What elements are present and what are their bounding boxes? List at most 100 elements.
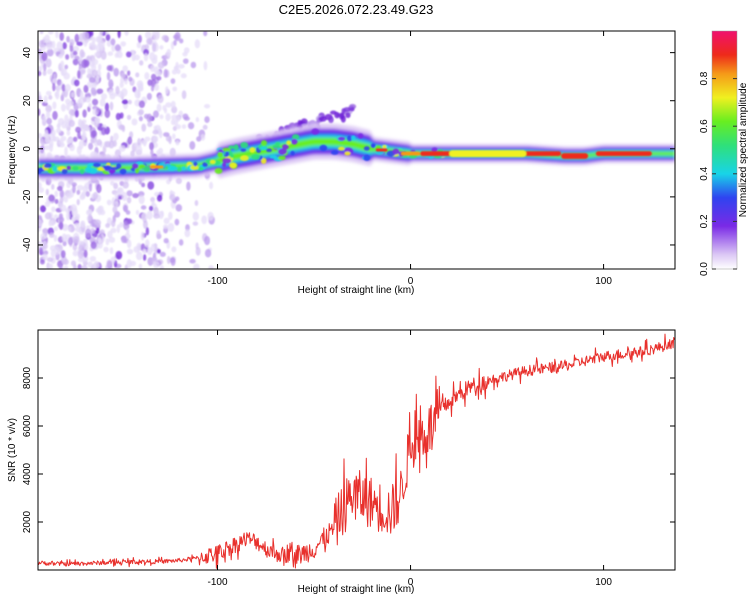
spectrogram-noise-blob: [117, 31, 121, 39]
spectrogram-noise-blob: [183, 116, 190, 121]
spectrogram-noise-blob: [99, 229, 105, 235]
spectrogram-noise-blob: [114, 44, 121, 52]
spectrogram-ridge-blob: [97, 167, 105, 171]
spectrogram-x-tick-label: 100: [595, 276, 612, 287]
spectrogram-ridge-blob: [286, 140, 292, 145]
spectrogram-noise-blob: [111, 43, 116, 53]
spectrogram-noise-blob: [127, 136, 133, 145]
spectrogram-ridge-blob: [382, 144, 387, 149]
spectrogram-noise-blob: [65, 54, 70, 60]
spectrogram-branch-blob: [345, 112, 351, 119]
spectrogram-noise-blob: [153, 54, 158, 61]
spectrogram-noise-blob: [99, 31, 104, 34]
spectrogram-noise-blob: [56, 79, 62, 86]
spectrogram-noise-blob: [121, 88, 128, 97]
spectrogram-noise-blob: [204, 116, 210, 123]
spectrogram-noise-blob: [163, 238, 169, 244]
spectrogram-noise-blob: [100, 93, 108, 100]
spectrogram-x-tick-label: -100: [208, 276, 228, 287]
spectrogram-noise-blob: [203, 31, 208, 37]
spectrogram-noise-blob: [60, 250, 66, 259]
spectrogram-noise-blob: [38, 181, 42, 189]
spectrogram-noise-blob: [201, 215, 208, 225]
spectrogram-noise-blob: [68, 119, 75, 128]
spectrogram-noise-blob: [72, 184, 76, 194]
spectrogram-noise-blob: [38, 247, 44, 256]
spectrogram-ridge-blob: [269, 155, 278, 159]
spectrogram-noise-blob: [88, 77, 96, 83]
spectrogram-ridge-blob: [217, 151, 223, 158]
spectrogram-noise-blob: [44, 212, 52, 220]
spectrogram-noise-blob: [126, 239, 132, 249]
spectrogram-noise-blob: [62, 240, 67, 247]
spectrogram-noise-blob: [165, 86, 169, 95]
spectrogram-noise-blob: [95, 75, 100, 83]
spectrogram-noise-blob: [118, 124, 125, 131]
spectrogram-ridge-blob: [260, 157, 267, 164]
spectrogram-noise-blob: [85, 228, 92, 238]
spectrogram-ridge-blob: [349, 149, 354, 154]
spectrogram-noise-blob: [130, 150, 135, 157]
spectrogram-noise-blob: [142, 248, 147, 254]
spectrogram-ridge-blob: [228, 145, 235, 150]
spectrogram-noise-blob: [74, 33, 80, 43]
spectrogram-noise-blob: [111, 219, 116, 228]
spectrogram-noise-blob: [83, 59, 90, 67]
spectrogram-noise-blob: [149, 142, 154, 151]
spectrogram-ridge-blob: [233, 144, 239, 151]
spectrogram-noise-blob: [107, 230, 113, 239]
spectrogram-noise-blob: [121, 99, 129, 105]
spectrogram-noise-blob: [148, 205, 154, 212]
spectrogram-noise-blob: [56, 41, 63, 51]
spectrogram-noise-blob: [77, 240, 85, 246]
spectrogram-noise-blob: [64, 64, 69, 70]
spectrogram-noise-blob: [159, 251, 166, 257]
spectrogram-noise-blob: [170, 41, 175, 50]
spectrogram-noise-blob: [128, 76, 133, 82]
spectrogram-noise-blob: [146, 92, 152, 100]
spectrogram-noise-blob: [97, 237, 102, 244]
spectrogram-noise-blob: [147, 121, 153, 128]
snr-x-tick-label: 0: [408, 577, 414, 588]
spectrogram-noise-blob: [194, 199, 199, 207]
spectrogram-noise-blob: [143, 113, 150, 119]
spectrogram-ridge-blob: [110, 166, 119, 170]
spectrogram-noise-blob: [131, 53, 136, 62]
spectrogram-ridge-blob: [225, 151, 230, 157]
spectrogram-noise-blob: [56, 127, 62, 134]
spectrogram-noise-blob: [66, 138, 72, 145]
spectrogram-ridge-blob: [291, 138, 298, 145]
spectrogram-noise-blob: [120, 77, 125, 83]
snr-y-tick-label: 4000: [22, 462, 33, 485]
spectrogram-noise-blob: [76, 184, 84, 191]
spectrogram-noise-blob: [141, 212, 148, 222]
spectrogram-ridge-blob: [249, 147, 256, 153]
spectrogram-noise-blob: [144, 31, 152, 39]
spectrogram-noise-blob: [40, 233, 46, 241]
spectrogram-noise-blob: [142, 254, 147, 261]
spectrogram-noise-blob: [141, 182, 146, 188]
spectrogram-noise-blob: [125, 51, 132, 58]
spectrogram-noise-blob: [179, 38, 184, 44]
spectrogram-noise-blob: [170, 100, 176, 109]
spectrogram-noise-blob: [63, 258, 69, 266]
spectrogram-noise-blob: [175, 61, 179, 68]
spectrogram-noise-blob: [42, 253, 48, 261]
spectrogram-noise-blob: [108, 89, 114, 96]
spectrogram-noise-blob: [84, 92, 92, 99]
spectrogram-ridge-blob: [222, 157, 232, 164]
spectrogram-noise-blob: [113, 67, 120, 77]
spectrogram-noise-blob: [182, 51, 188, 57]
spectrogram-noise-blob: [106, 65, 113, 72]
spectrogram-noise-blob: [96, 139, 102, 146]
spectrogram-ridge-blob: [210, 159, 216, 164]
spectrogram-ridge-blob: [202, 162, 208, 168]
spectrogram-noise-blob: [105, 34, 111, 41]
spectrogram-noise-blob: [203, 61, 208, 71]
spectrogram-noise-blob: [173, 119, 179, 127]
spectrogram-noise-blob: [125, 210, 131, 215]
spectrogram-noise-blob: [104, 109, 111, 119]
spectrogram-noise-blob: [53, 73, 57, 79]
spectrogram-ridge-blob: [337, 146, 345, 151]
spectrogram-noise-blob: [38, 219, 43, 227]
